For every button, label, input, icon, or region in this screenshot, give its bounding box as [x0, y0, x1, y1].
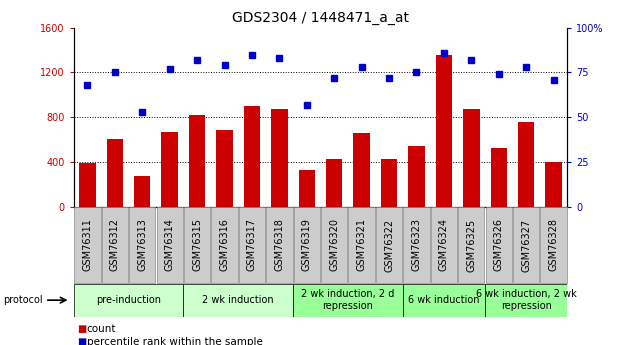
Bar — [293, 284, 403, 317]
Text: pre-induction: pre-induction — [96, 295, 161, 305]
Bar — [216, 130, 233, 207]
Bar — [376, 207, 402, 283]
Bar — [79, 163, 96, 207]
Text: 6 wk induction, 2 wk
repression: 6 wk induction, 2 wk repression — [476, 289, 576, 311]
Text: GSM76311: GSM76311 — [83, 218, 92, 272]
Bar — [326, 159, 342, 207]
Bar — [513, 207, 539, 283]
Bar — [431, 207, 457, 283]
Text: 6 wk induction: 6 wk induction — [408, 295, 479, 305]
Text: GSM76325: GSM76325 — [466, 218, 476, 272]
Bar — [134, 176, 151, 207]
Bar — [486, 207, 512, 283]
Text: GSM76328: GSM76328 — [549, 218, 558, 272]
Text: GSM76323: GSM76323 — [412, 218, 422, 272]
Text: GSM76327: GSM76327 — [521, 218, 531, 272]
Bar — [239, 207, 265, 283]
Text: GSM76313: GSM76313 — [137, 218, 147, 272]
Bar — [244, 106, 260, 207]
Bar — [162, 132, 178, 207]
Text: GSM76319: GSM76319 — [302, 218, 312, 272]
Bar — [294, 207, 320, 283]
Title: GDS2304 / 1448471_a_at: GDS2304 / 1448471_a_at — [232, 11, 409, 25]
Bar — [485, 284, 567, 317]
Bar — [266, 207, 292, 283]
Text: GSM76322: GSM76322 — [384, 218, 394, 272]
Bar — [106, 139, 123, 207]
Text: protocol: protocol — [3, 295, 43, 305]
Text: GSM76324: GSM76324 — [439, 218, 449, 272]
Bar — [156, 207, 183, 283]
Text: 2 wk induction, 2 d
repression: 2 wk induction, 2 d repression — [301, 289, 395, 311]
Bar — [129, 207, 155, 283]
Bar — [463, 109, 479, 207]
Text: GSM76318: GSM76318 — [274, 218, 285, 272]
Text: percentile rank within the sample: percentile rank within the sample — [87, 337, 262, 345]
Text: ■: ■ — [77, 337, 86, 345]
Bar — [436, 55, 452, 207]
Bar — [408, 146, 425, 207]
Bar — [545, 162, 562, 207]
Text: GSM76317: GSM76317 — [247, 218, 257, 272]
Bar — [102, 207, 128, 283]
Bar — [189, 115, 205, 207]
Bar — [403, 284, 485, 317]
Bar — [299, 170, 315, 207]
Text: count: count — [87, 325, 116, 334]
Bar — [381, 159, 397, 207]
Bar — [74, 207, 101, 283]
Bar — [321, 207, 347, 283]
Text: 2 wk induction: 2 wk induction — [203, 295, 274, 305]
Bar — [490, 148, 507, 207]
Bar — [271, 109, 288, 207]
Bar — [349, 207, 375, 283]
Bar — [403, 207, 429, 283]
Text: ■: ■ — [77, 325, 86, 334]
Bar — [212, 207, 238, 283]
Text: GSM76312: GSM76312 — [110, 218, 120, 272]
Bar — [540, 207, 567, 283]
Bar — [184, 207, 210, 283]
Text: GSM76314: GSM76314 — [165, 218, 175, 272]
Bar — [353, 133, 370, 207]
Bar — [518, 122, 535, 207]
Text: GSM76326: GSM76326 — [494, 218, 504, 272]
Bar — [183, 284, 293, 317]
Bar — [458, 207, 485, 283]
Text: GSM76321: GSM76321 — [356, 218, 367, 272]
Text: GSM76316: GSM76316 — [219, 218, 229, 272]
Text: GSM76320: GSM76320 — [329, 218, 339, 272]
Bar — [74, 284, 183, 317]
Text: GSM76315: GSM76315 — [192, 218, 202, 272]
